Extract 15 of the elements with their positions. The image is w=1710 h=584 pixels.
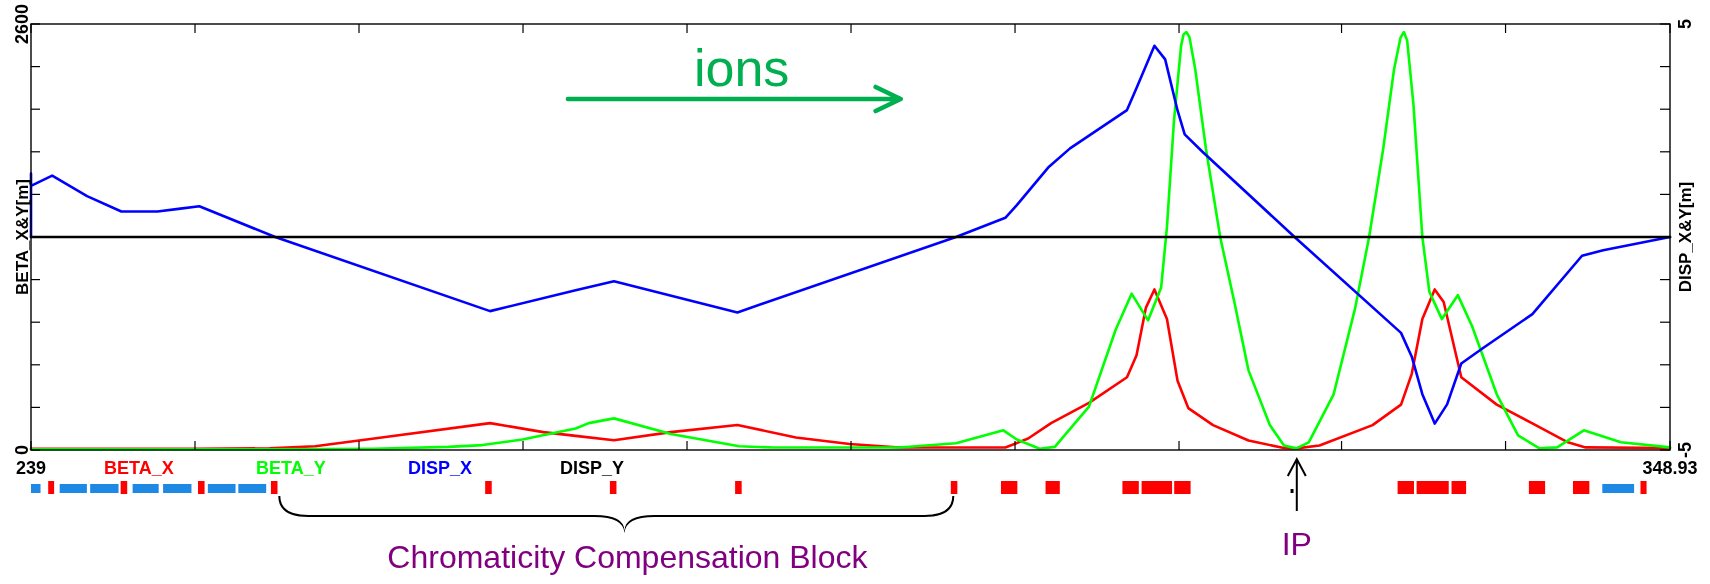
x-tick-label: 348.93 bbox=[1642, 458, 1698, 478]
y2-tick-label: -5 bbox=[1675, 441, 1695, 459]
series-label: BETA_X bbox=[104, 458, 174, 478]
text: DISP_Y bbox=[560, 458, 625, 478]
text: Chromaticity Compensation Block bbox=[387, 539, 869, 575]
y2-axis-title: DISP_X&Y[m] bbox=[1676, 181, 1695, 293]
annotation: ions bbox=[693, 39, 790, 97]
y-axis-title: BETA_X&Y[m] bbox=[13, 179, 32, 295]
y-tick-label: 0 bbox=[12, 444, 32, 456]
y2-tick-label: 5 bbox=[1675, 18, 1695, 30]
y-tick-label: 2600 bbox=[12, 3, 32, 45]
text: DISP_X bbox=[408, 458, 473, 478]
text: IP bbox=[1281, 526, 1312, 562]
series-label: BETA_Y bbox=[256, 458, 326, 478]
x-tick-label: 239 bbox=[15, 458, 47, 478]
